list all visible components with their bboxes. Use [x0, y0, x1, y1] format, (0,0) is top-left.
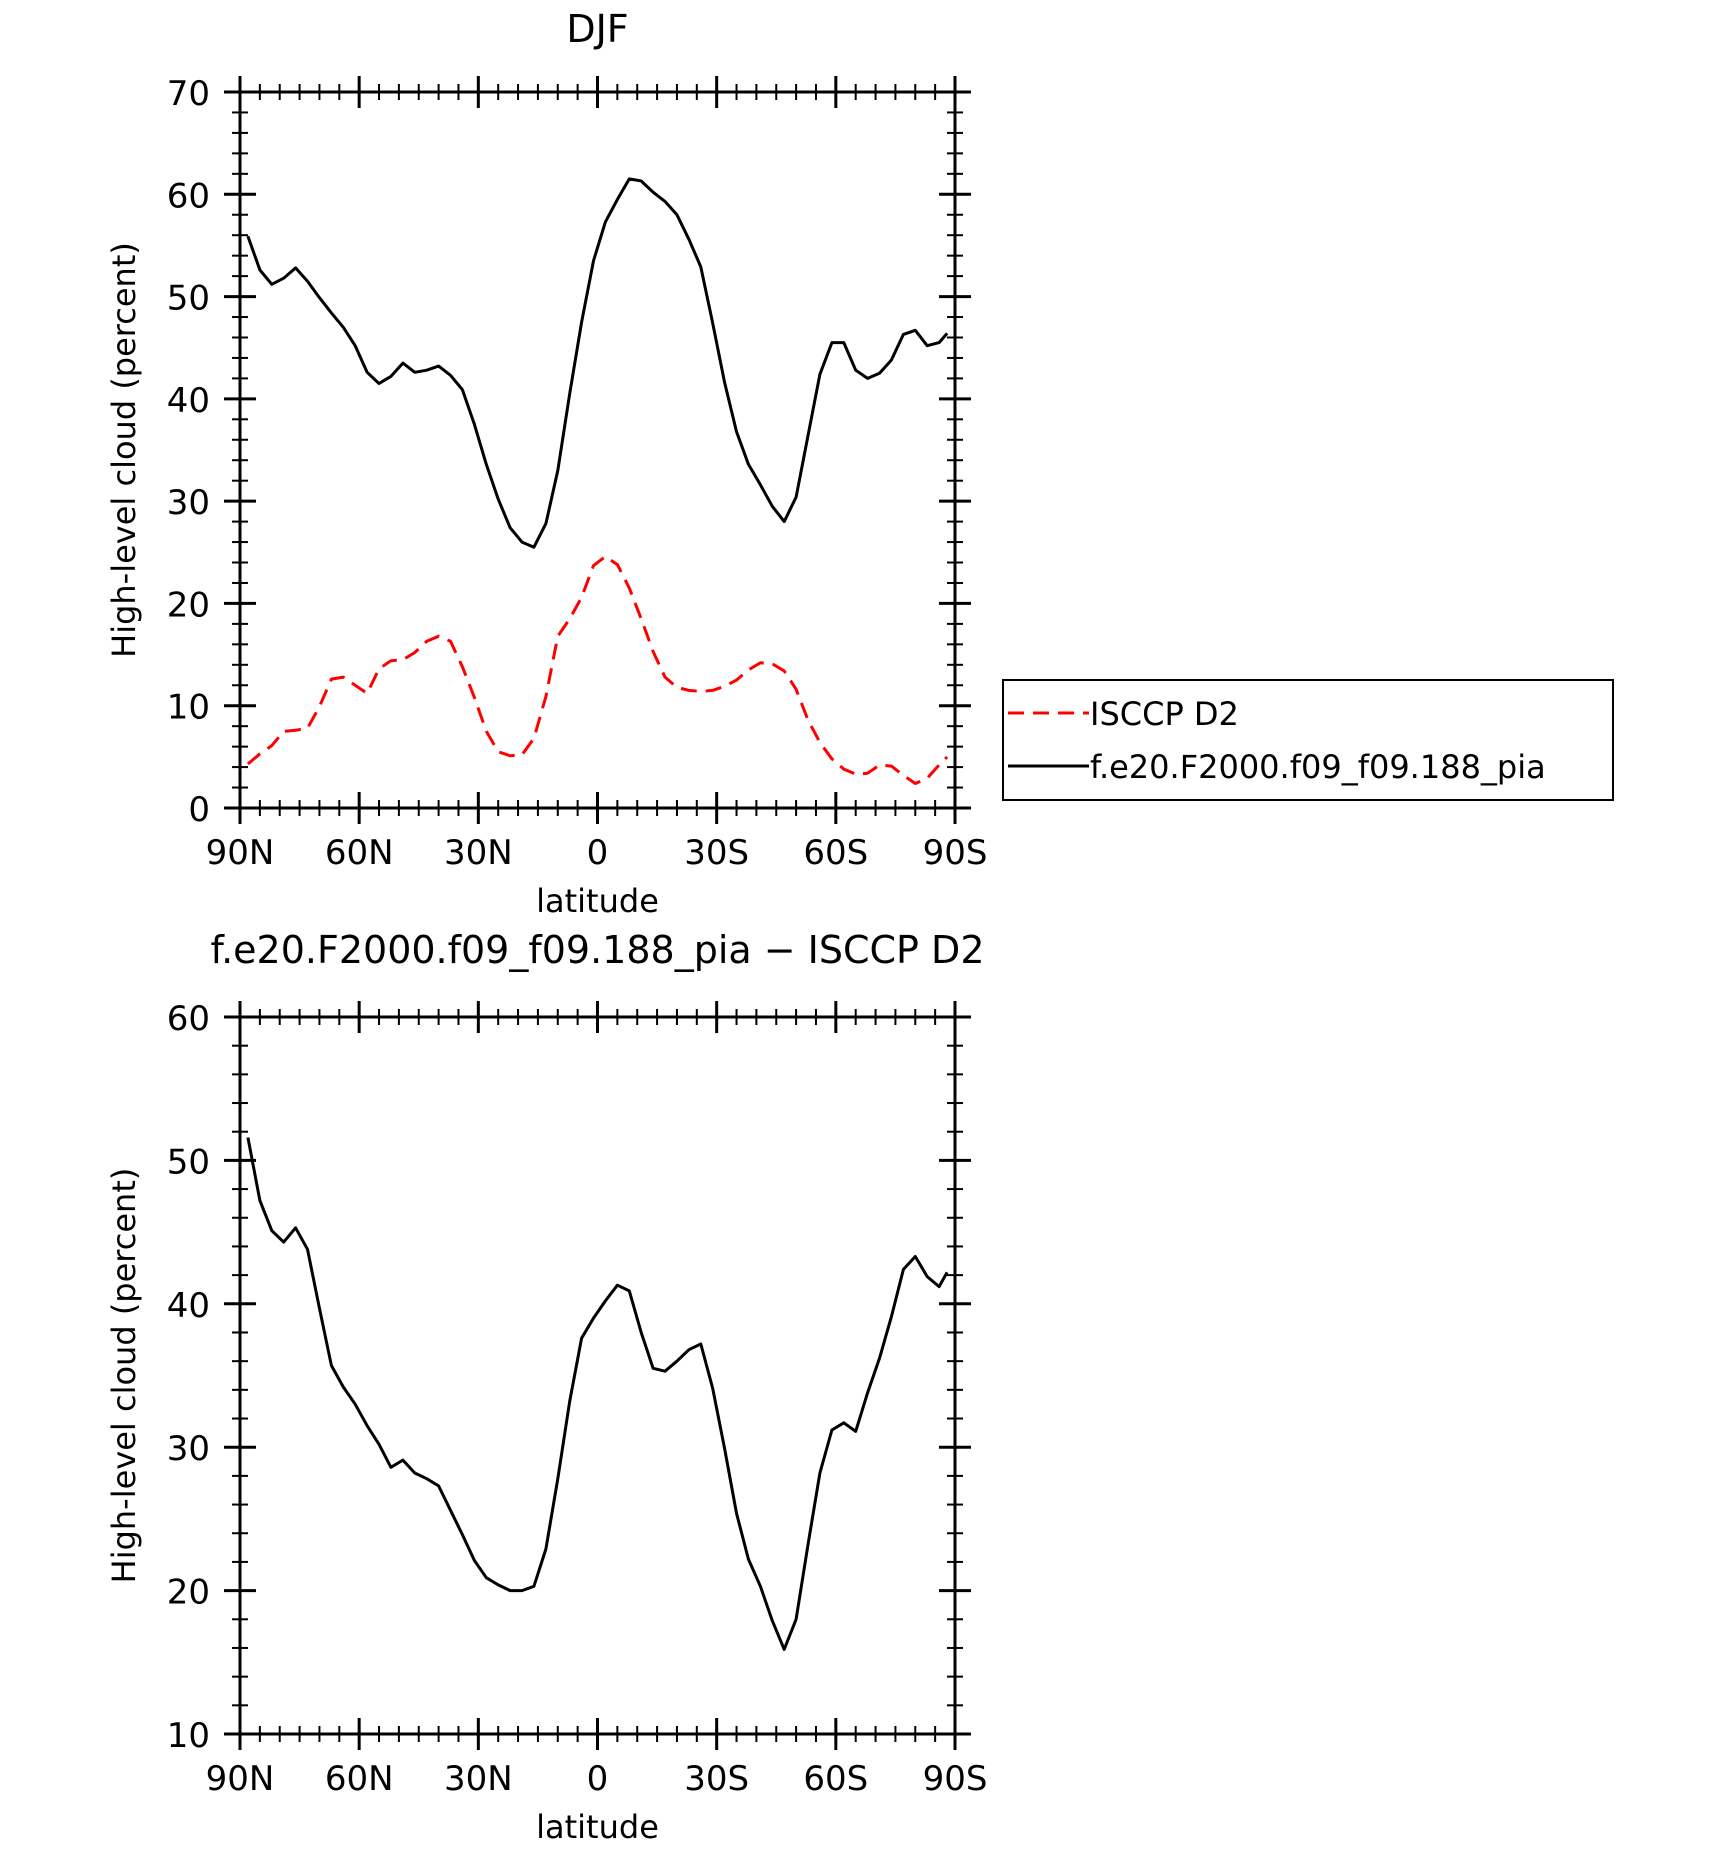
y-tick-label: 50: [167, 279, 210, 319]
x-tick-label: 90N: [206, 833, 275, 873]
y-tick-label: 10: [167, 1716, 210, 1756]
y-tick-label: 20: [167, 585, 210, 625]
x-tick-label: 0: [587, 833, 609, 873]
plot-frame: [238, 1015, 957, 1736]
x-tick-label: 0: [587, 1759, 609, 1799]
x-tick-label: 30N: [444, 833, 513, 873]
x-tick-label: 60N: [325, 1759, 394, 1799]
y-tick-label: 60: [167, 999, 210, 1039]
legend: ISCCP D2 f.e20.F2000.f09_f09.188_pia: [1002, 679, 1614, 801]
x-axis-label: latitude: [536, 882, 659, 920]
y-tick-label: 30: [167, 483, 210, 523]
y-axis-label: High-level cloud (percent): [105, 242, 143, 658]
chart-title: f.e20.F2000.f09_f09.188_pia − ISCCP D2: [210, 928, 984, 972]
y-tick-label: 20: [167, 1573, 210, 1613]
chart-panel-1: DJF 0 10 20 30 40 50 60 70 90N 60N 30N 0 30S 60S 90S lat…: [105, 7, 1614, 920]
chart-panel-2: f.e20.F2000.f09_f09.188_pia − ISCCP D2 10…: [105, 928, 987, 1846]
x-tick-label: 90S: [923, 833, 988, 873]
y-tick-label: 40: [167, 1286, 210, 1326]
x-tick-label: 60S: [803, 833, 868, 873]
plot-frame: [238, 90, 957, 810]
x-axis-label: latitude: [536, 1808, 659, 1846]
x-tick-label: 30N: [444, 1759, 513, 1799]
series-line-difference: [246, 1137, 949, 1651]
x-tick-label: 60S: [803, 1759, 868, 1799]
y-tick-label: 70: [167, 74, 210, 114]
series-line-isccp-d2: [246, 554, 949, 785]
x-tick-label: 90N: [206, 1759, 275, 1799]
x-tick-label: 90S: [923, 1759, 988, 1799]
y-tick-label: 60: [167, 176, 210, 216]
x-tick-label: 30S: [684, 1759, 749, 1799]
x-tick-label: 60N: [325, 833, 394, 873]
y-tick-label: 30: [167, 1429, 210, 1469]
y-tick-label: 50: [167, 1142, 210, 1182]
legend-label: f.e20.F2000.f09_f09.188_pia: [1090, 748, 1546, 786]
y-tick-label: 40: [167, 381, 210, 421]
y-tick-label: 0: [188, 790, 210, 830]
y-axis-label: High-level cloud (percent): [105, 1168, 143, 1584]
x-tick-label: 30S: [684, 833, 749, 873]
legend-box: [1002, 679, 1614, 801]
series-line-model: [246, 177, 949, 549]
legend-label: ISCCP D2: [1090, 695, 1239, 733]
y-tick-label: 10: [167, 688, 210, 728]
chart-title: DJF: [566, 7, 628, 51]
